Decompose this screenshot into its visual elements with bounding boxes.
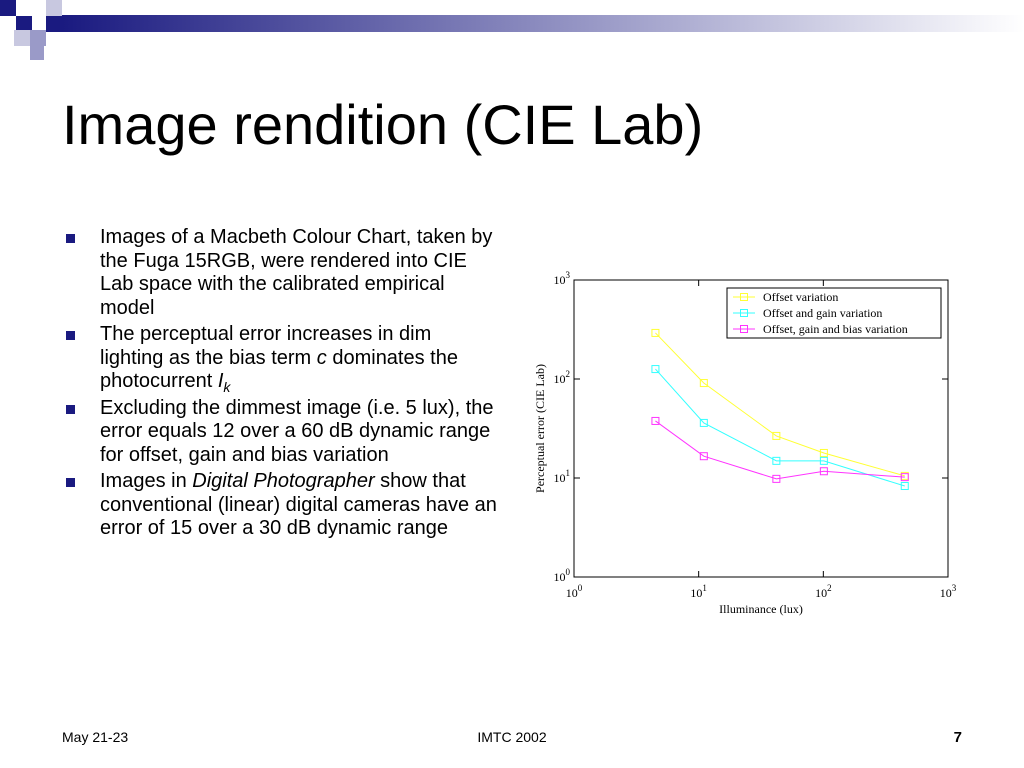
data-point <box>900 473 909 482</box>
header-square <box>46 0 62 16</box>
plot-frame <box>573 279 949 578</box>
y-axis-label: Perceptual error (CIE Lab) <box>533 364 547 493</box>
data-point <box>900 482 909 491</box>
series-line <box>655 332 905 477</box>
y-tick-label: 100 <box>554 567 571 584</box>
bullet-text: Digital Photographer <box>192 470 375 492</box>
bullet-text: c <box>316 346 327 369</box>
x-axis-label: Illuminance (lux) <box>719 602 803 616</box>
data-point <box>699 379 708 388</box>
bullet-text: I <box>217 370 224 392</box>
bullet-text: Excluding the dimmest image (i.e. 5 lux)… <box>100 396 494 466</box>
y-tick-label-base: 10 <box>554 471 566 485</box>
header-square <box>30 30 46 46</box>
series-line <box>655 368 905 487</box>
legend-label: Offset variation <box>763 290 838 304</box>
y-tick-label-base: 10 <box>554 273 566 287</box>
bullet: The perceptual error increases in dim li… <box>62 323 500 394</box>
data-point <box>772 474 781 483</box>
header-square <box>46 16 62 32</box>
slide-title: Image rendition (CIE Lab) <box>62 93 704 156</box>
x-tick-label-base: 10 <box>566 586 578 600</box>
bullet-text: Images in <box>100 470 193 492</box>
y-tick-label: 103 <box>554 270 571 287</box>
footer-title: IMTC 2002 <box>477 729 547 745</box>
x-tick-label-base: 10 <box>940 586 952 600</box>
bullet: Excluding the dimmest image (i.e. 5 lux)… <box>62 397 500 468</box>
legend-marker <box>740 293 748 301</box>
header-square <box>16 16 32 32</box>
bullet-text: The perceptual error increases in dim li… <box>100 323 432 369</box>
legend-label: Offset and gain variation <box>763 306 882 320</box>
y-tick-label-exponent: 3 <box>566 270 571 280</box>
data-point <box>819 467 828 476</box>
data-point <box>699 452 708 461</box>
y-tick-label-exponent: 0 <box>566 567 571 577</box>
header-square <box>0 0 16 16</box>
y-tick-label-base: 10 <box>554 372 566 386</box>
legend-label: Offset, gain and bias variation <box>763 322 908 336</box>
y-tick-label: 102 <box>554 369 571 386</box>
x-tick-label-exponent: 1 <box>702 583 707 593</box>
bullet-text: show that conventional (linear) digital … <box>100 470 497 539</box>
data-point <box>651 328 660 337</box>
bullet-text: Images of a Macbeth Colour Chart, taken … <box>100 226 493 319</box>
data-point <box>819 448 828 457</box>
x-tick-label-base: 10 <box>690 586 702 600</box>
y-tick-label: 101 <box>554 468 571 485</box>
bullet-list: Images of a Macbeth Colour Chart, taken … <box>62 226 502 544</box>
bullet-text: k <box>223 379 231 395</box>
data-point <box>699 418 708 427</box>
page-number: 7 <box>953 729 962 746</box>
x-tick-label-exponent: 2 <box>827 583 832 593</box>
x-tick-label: 101 <box>690 583 707 600</box>
x-tick-label-base: 10 <box>815 586 827 600</box>
data-point <box>651 416 660 425</box>
data-point <box>772 456 781 465</box>
y-tick-label-base: 10 <box>554 570 566 584</box>
x-tick-label: 100 <box>566 583 583 600</box>
header-square <box>30 46 44 60</box>
header-square <box>14 30 30 46</box>
bullet: Images of a Macbeth Colour Chart, taken … <box>62 226 500 320</box>
footer-date: May 21-23 <box>62 729 129 745</box>
data-point <box>819 456 828 465</box>
data-point <box>772 431 781 440</box>
x-tick-label-exponent: 3 <box>952 583 957 593</box>
legend-box <box>726 287 942 339</box>
x-tick-label: 103 <box>940 583 957 600</box>
y-tick-label-exponent: 2 <box>566 369 571 379</box>
x-tick-label: 102 <box>815 583 832 600</box>
legend-marker <box>740 325 748 333</box>
x-tick-label-exponent: 0 <box>578 583 583 593</box>
series-line <box>655 420 905 480</box>
legend-marker <box>740 309 748 317</box>
data-point <box>651 365 660 374</box>
bullet: Images in Digital Photographer show that… <box>62 470 500 541</box>
bullet-text: dominates the photocurrent <box>100 346 458 393</box>
y-tick-label-exponent: 1 <box>566 468 571 478</box>
header-bar <box>62 15 1024 32</box>
